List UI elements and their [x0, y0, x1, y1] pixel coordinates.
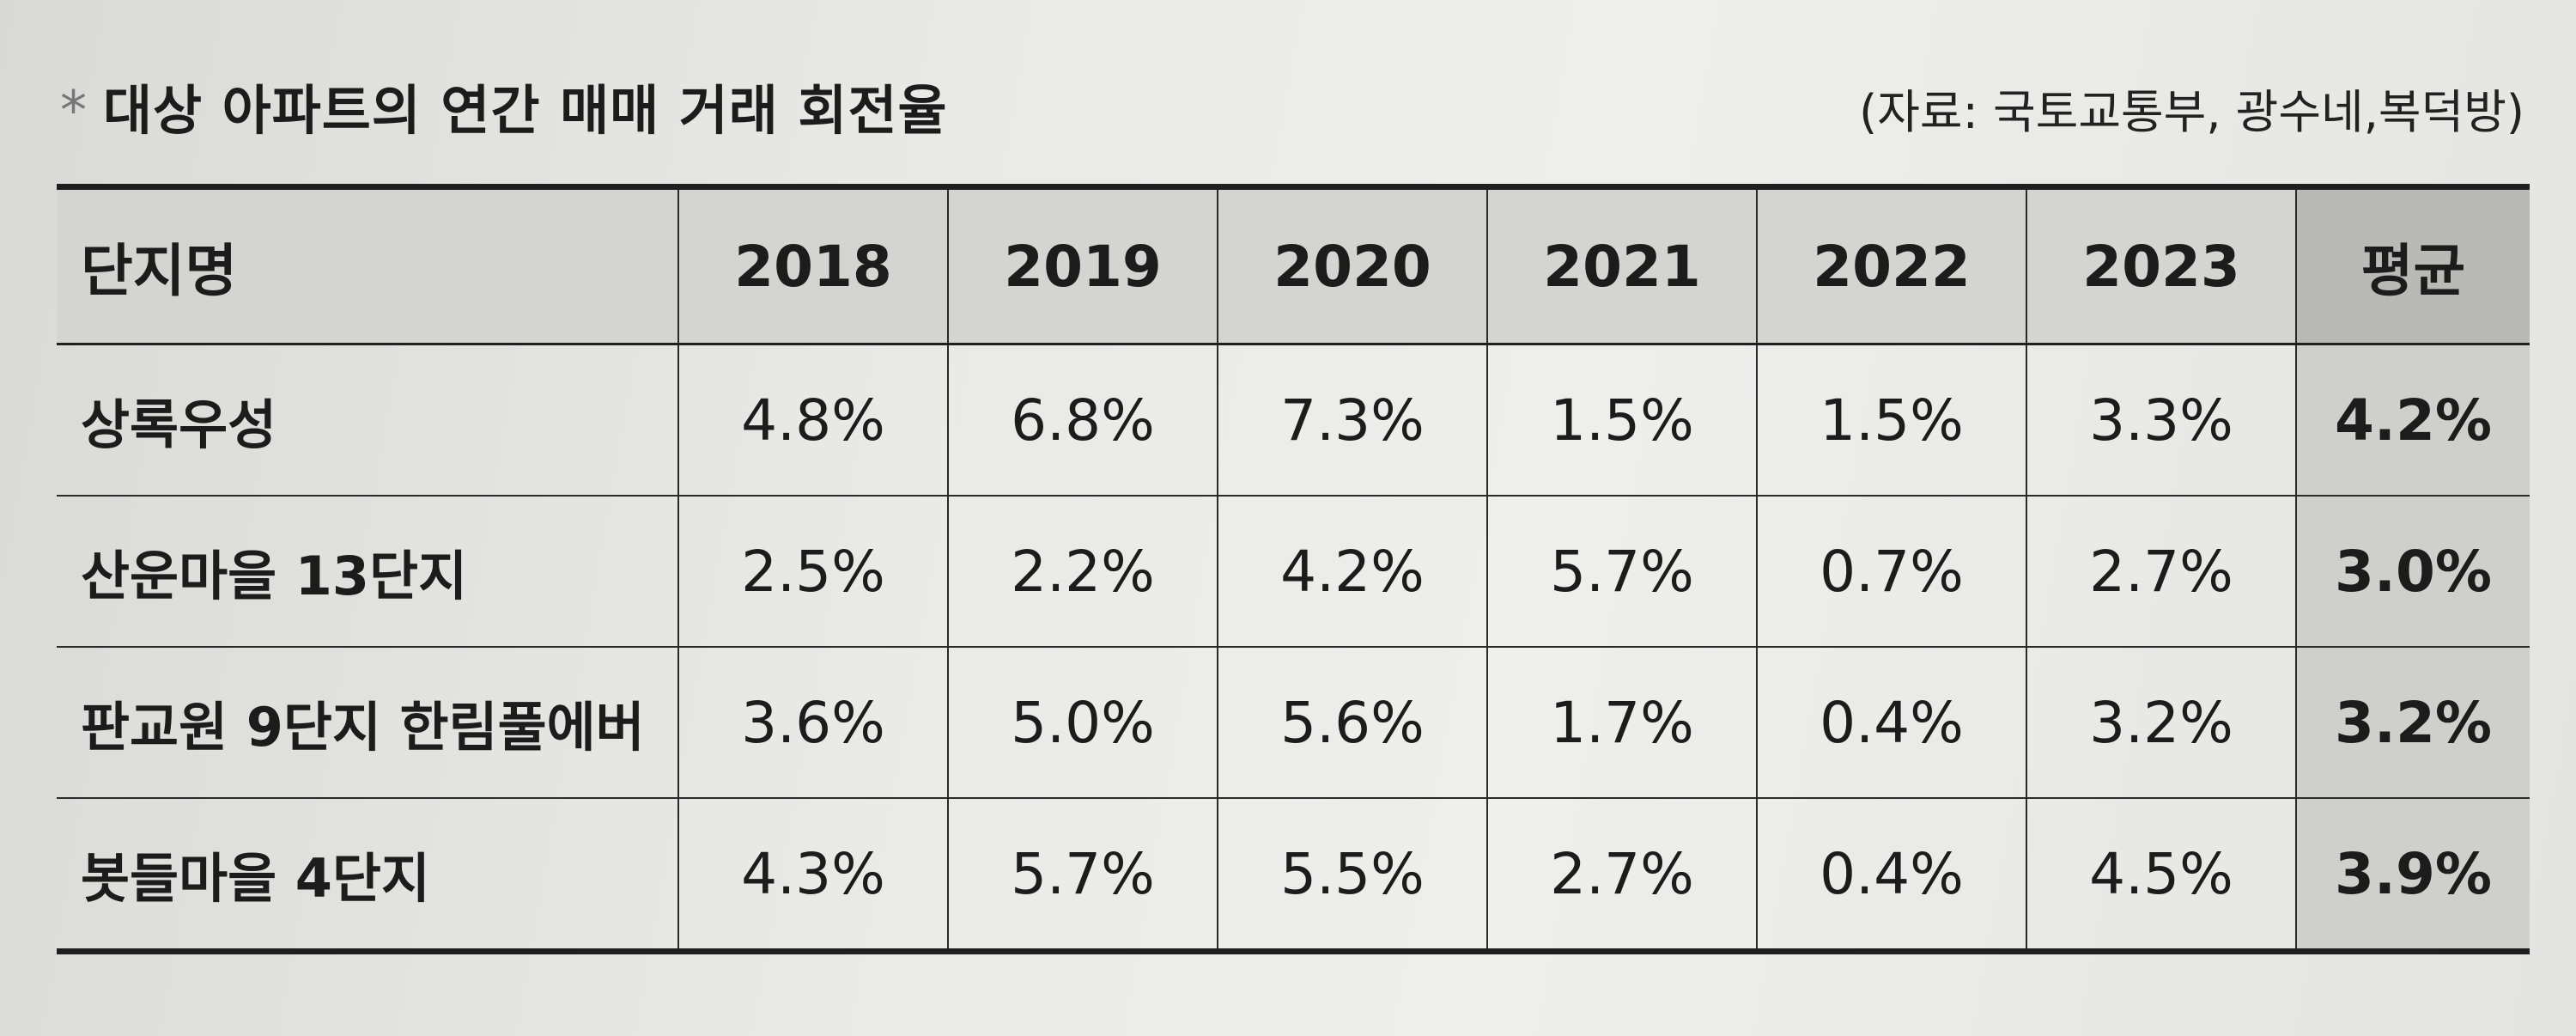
cell-2019: 5.0%: [947, 646, 1218, 799]
cell-2021: 5.7%: [1486, 495, 1758, 648]
cell-2018: 4.3%: [677, 797, 949, 953]
table-row: 봇들마을 4단지 4.3% 5.7% 5.5% 2.7% 0.4% 4.5% 3…: [57, 797, 2530, 953]
complex-name: 봇들마을 4단지: [57, 797, 679, 953]
col-header-2022: 2022: [1756, 186, 2027, 345]
cell-2023: 2.7%: [2026, 495, 2297, 648]
complex-name: 산운마을 13단지: [57, 495, 679, 648]
cell-2023: 4.5%: [2026, 797, 2297, 953]
cell-2019: 2.2%: [947, 495, 1218, 648]
cell-average: 4.2%: [2295, 343, 2530, 497]
col-header-2023: 2023: [2026, 186, 2297, 345]
cell-2018: 3.6%: [677, 646, 949, 799]
cell-2022: 1.5%: [1756, 343, 2027, 497]
cell-2018: 2.5%: [677, 495, 949, 648]
cell-2022: 0.4%: [1756, 646, 2027, 799]
cell-2021: 1.7%: [1486, 646, 1758, 799]
title-row: * 대상 아파트의 연간 매매 거래 회전율 (자료: 국토교통부, 광수네,복덕…: [60, 67, 2524, 153]
table-row: 판교원 9단지 한림풀에버 3.6% 5.0% 5.6% 1.7% 0.4% 3…: [57, 646, 2530, 799]
cell-2020: 7.3%: [1217, 343, 1488, 497]
table-title: * 대상 아파트의 연간 매매 거래 회전율: [60, 67, 948, 144]
cell-2020: 4.2%: [1217, 495, 1488, 648]
complex-name: 상록우성: [57, 343, 679, 497]
cell-2021: 1.5%: [1486, 343, 1758, 497]
cell-average: 3.9%: [2295, 797, 2530, 953]
asterisk-marker: *: [60, 79, 88, 142]
cell-2019: 6.8%: [947, 343, 1218, 497]
source-note: (자료: 국토교통부, 광수네,복덕방): [1859, 85, 2524, 139]
cell-2022: 0.7%: [1756, 495, 2027, 648]
table-row: 산운마을 13단지 2.5% 2.2% 4.2% 5.7% 0.7% 2.7% …: [57, 495, 2530, 648]
cell-2018: 4.8%: [677, 343, 949, 497]
cell-2020: 5.6%: [1217, 646, 1488, 799]
col-header-2019: 2019: [947, 186, 1218, 345]
turnover-table: 단지명 2018 2019 2020 2021 2022 2023 평균 상록우…: [57, 184, 2530, 954]
cell-2023: 3.3%: [2026, 343, 2297, 497]
table-row: 상록우성 4.8% 6.8% 7.3% 1.5% 1.5% 3.3% 4.2%: [57, 343, 2530, 497]
cell-average: 3.0%: [2295, 495, 2530, 648]
cell-2021: 2.7%: [1486, 797, 1758, 953]
complex-name: 판교원 9단지 한림풀에버: [57, 646, 679, 799]
title-text: 대상 아파트의 연간 매매 거래 회전율: [103, 79, 948, 142]
cell-2019: 5.7%: [947, 797, 1218, 953]
col-header-complex-name: 단지명: [57, 186, 679, 345]
col-header-2018: 2018: [677, 186, 949, 345]
cell-average: 3.2%: [2295, 646, 2530, 799]
col-header-2020: 2020: [1217, 186, 1488, 345]
cell-2022: 0.4%: [1756, 797, 2027, 953]
cell-2023: 3.2%: [2026, 646, 2297, 799]
col-header-2021: 2021: [1486, 186, 1758, 345]
cell-2020: 5.5%: [1217, 797, 1488, 953]
col-header-average: 평균: [2295, 186, 2530, 345]
header-row: 단지명 2018 2019 2020 2021 2022 2023 평균: [57, 186, 2530, 345]
